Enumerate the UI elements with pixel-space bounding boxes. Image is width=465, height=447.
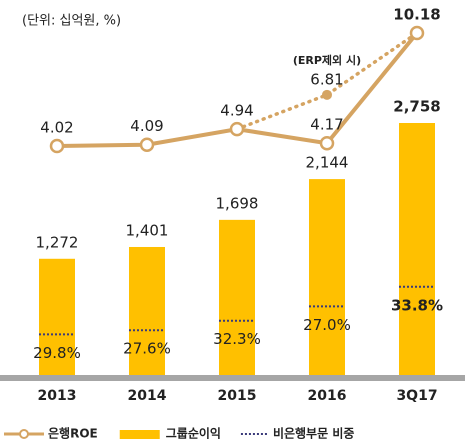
x-tick-label: 2014 xyxy=(128,388,167,404)
erp-label: 6.81 xyxy=(310,70,343,88)
bar xyxy=(219,219,255,375)
bar-label: 1,401 xyxy=(126,221,169,239)
roe-label: 4.17 xyxy=(310,116,343,134)
roe-label: 4.02 xyxy=(40,119,73,137)
legend-point xyxy=(19,429,29,439)
x-tick-label: 3Q17 xyxy=(396,388,437,404)
share-label: 27.6% xyxy=(123,340,171,358)
roe-label: 10.18 xyxy=(393,6,440,24)
share-label: 32.3% xyxy=(213,330,261,348)
bar-label: 2,144 xyxy=(306,154,349,172)
roe-point xyxy=(409,25,425,41)
erp-point xyxy=(322,89,332,100)
bar-label: 2,758 xyxy=(393,98,440,116)
bar xyxy=(309,179,345,375)
x-tick-label: 2013 xyxy=(38,388,77,404)
roe-label: 4.09 xyxy=(130,117,163,135)
x-tick-label: 2016 xyxy=(308,388,347,404)
bar-label: 1,272 xyxy=(36,233,79,251)
roe-point xyxy=(49,138,65,154)
roe-point xyxy=(229,121,245,137)
legend-label: 그룹순이익 xyxy=(166,426,221,441)
x-axis xyxy=(0,375,465,381)
share-label: 33.8% xyxy=(391,296,443,314)
unit-note: (단위: 십억원, %) xyxy=(22,14,121,29)
bar xyxy=(39,258,75,375)
share-label: 27.0% xyxy=(303,316,351,334)
bar-label: 1,698 xyxy=(216,194,259,212)
legend-label: 비은행부문 비중 xyxy=(273,426,354,441)
x-tick-label: 2015 xyxy=(218,388,257,404)
legend-label: 은행ROE xyxy=(48,426,98,441)
bar xyxy=(399,123,435,375)
roe-label: 4.94 xyxy=(220,102,253,120)
erp-note: (ERP제외 시) xyxy=(293,53,361,67)
legend-swatch xyxy=(119,430,160,439)
bar xyxy=(129,246,165,375)
roe-point xyxy=(139,137,155,152)
roe-point xyxy=(319,135,335,151)
share-label: 29.8% xyxy=(33,344,81,362)
